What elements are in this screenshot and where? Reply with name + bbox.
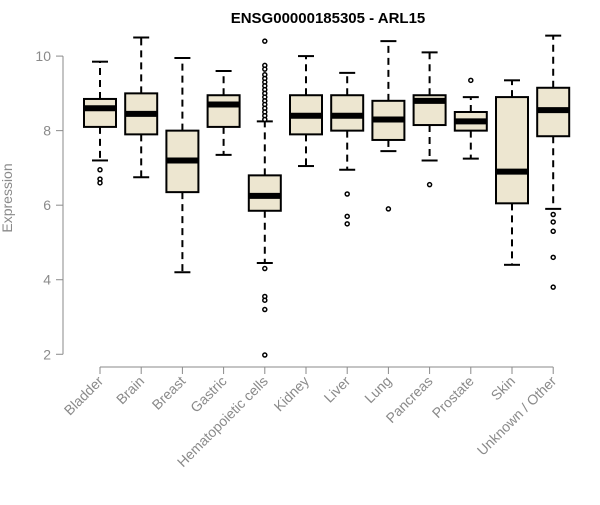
- x-tick-label: Prostate: [429, 373, 477, 421]
- x-tick-label: Breast: [149, 373, 189, 413]
- box-pancreas: [412, 51, 447, 188]
- outlier-point: [262, 116, 268, 123]
- y-tick-label: 4: [43, 272, 51, 288]
- y-tick-label: 6: [43, 197, 51, 213]
- box-hematopoietic-cells: [247, 38, 282, 358]
- outlier-point: [468, 77, 474, 84]
- outlier-point: [262, 66, 268, 72]
- box-kidney: [289, 55, 323, 168]
- x-tick-label: Kidney: [271, 373, 313, 415]
- outlier-point: [262, 265, 268, 272]
- box-liver: [330, 71, 365, 227]
- box-brain: [124, 36, 159, 179]
- boxes-layer: [83, 34, 571, 358]
- outlier-point: [550, 284, 556, 290]
- chart-title: ENSG00000185305 - ARL15: [231, 10, 426, 27]
- x-tick-label: Lung: [361, 373, 394, 406]
- y-tick-label: 2: [43, 346, 51, 362]
- x-tick-label: Brain: [113, 373, 147, 407]
- outlier-point: [550, 211, 556, 218]
- outlier-point: [385, 206, 392, 212]
- y-tick-label: 10: [35, 48, 51, 64]
- outlier-point: [550, 254, 556, 261]
- iqr-box: [495, 96, 529, 205]
- outlier-point: [550, 228, 556, 235]
- box-unknown-other: [536, 34, 571, 290]
- box-bladder: [83, 60, 117, 186]
- iqr-box: [83, 97, 117, 128]
- box-gastric: [206, 70, 241, 156]
- outlier-point: [344, 191, 350, 197]
- y-axis-label: Expression: [0, 163, 15, 232]
- iqr-box: [206, 94, 241, 128]
- outlier-point: [344, 213, 350, 220]
- outlier-point: [262, 38, 268, 44]
- box-breast: [165, 56, 200, 274]
- box-skin: [495, 79, 529, 266]
- outlier-point: [262, 297, 268, 303]
- outlier-point: [344, 221, 350, 227]
- x-tick-label: Bladder: [61, 373, 107, 419]
- outlier-point: [550, 219, 556, 225]
- box-lung: [371, 40, 406, 212]
- outlier-point: [97, 167, 103, 173]
- outlier-point: [97, 180, 103, 186]
- outlier-point: [262, 352, 268, 358]
- y-tick-label: 8: [43, 123, 51, 139]
- x-tick-label: Liver: [321, 373, 354, 406]
- outlier-point: [262, 306, 268, 313]
- x-tick-label: Skin: [488, 373, 519, 404]
- box-prostate: [453, 77, 488, 160]
- outlier-point: [426, 181, 433, 188]
